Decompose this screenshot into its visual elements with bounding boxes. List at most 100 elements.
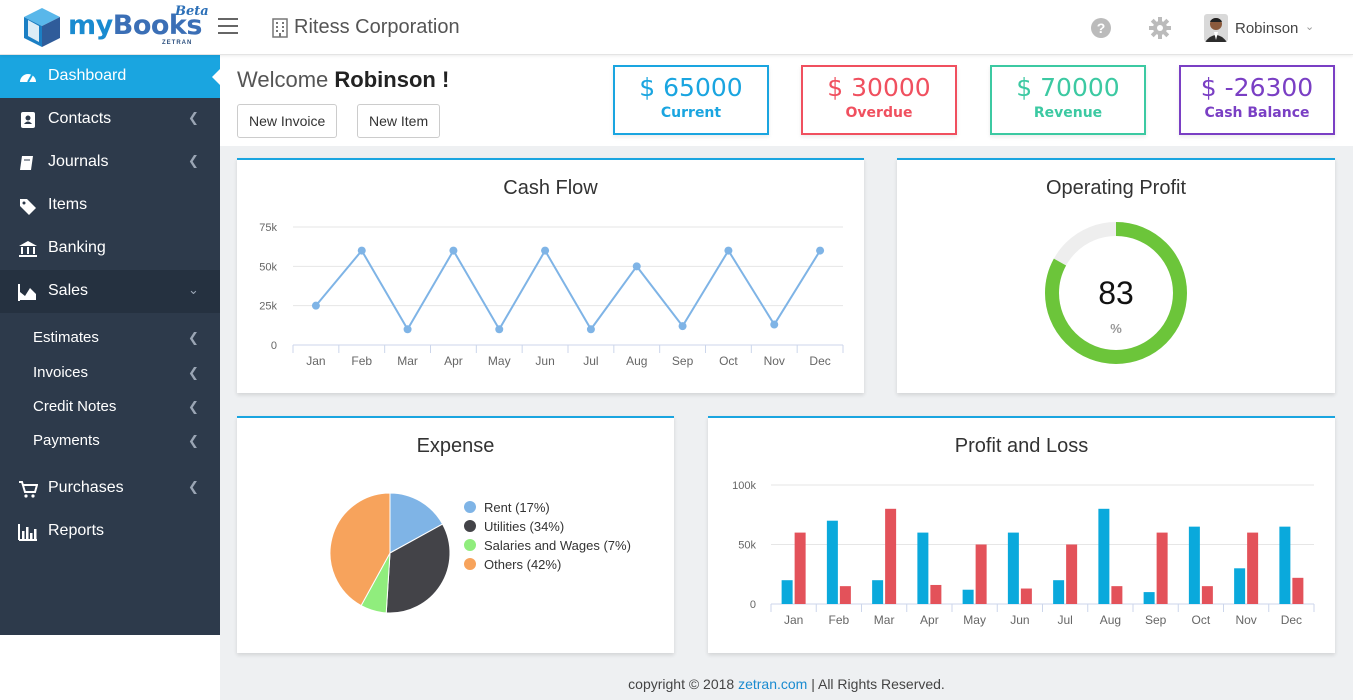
dashboard-icon bbox=[20, 74, 36, 83]
cash-flow-panel: Cash Flow 0 25k 50k 75k Jan Feb Mar Apr May Jun Ju… bbox=[237, 158, 864, 393]
bar bbox=[1292, 577, 1304, 604]
legend-marker bbox=[464, 520, 476, 532]
y-tick-label: 0 bbox=[271, 340, 277, 352]
cash-flow-chart: 0 25k 50k 75k Jan Feb Mar Apr May Jun Jul Aug Sep Oct… bbox=[259, 222, 844, 368]
chevron-left-icon: ❮ bbox=[188, 479, 199, 494]
x-tick-label: Sep bbox=[672, 354, 694, 368]
new-item-button[interactable]: New Item bbox=[357, 104, 441, 138]
chevron-left-icon: ❮ bbox=[188, 330, 199, 345]
stat-card-current[interactable]: $ 65000 Current bbox=[613, 65, 769, 135]
x-tick-label: Apr bbox=[920, 613, 939, 627]
cash-flow-point bbox=[770, 320, 779, 329]
legend-label: Rent (17%) bbox=[484, 500, 550, 515]
sidebar-item-contacts[interactable]: Contacts ❮ bbox=[0, 98, 220, 141]
mybooks-logo[interactable]: myBooks Beta ZETRAN bbox=[22, 4, 212, 50]
sidebar-item-label: Banking bbox=[48, 239, 106, 256]
sidebar-item-sales[interactable]: Sales ⌄ bbox=[0, 270, 220, 313]
chevron-down-icon[interactable]: ⌄ bbox=[1305, 21, 1315, 33]
cash-flow-point bbox=[311, 301, 320, 310]
top-bar: myBooks Beta ZETRAN Ritess Corporation ? bbox=[0, 0, 1353, 55]
sidebar-item-label: Reports bbox=[48, 522, 105, 539]
profit-loss-panel: Profit and Loss 0 50k 100k Jan Feb Mar Apr May J… bbox=[708, 416, 1335, 653]
cash-flow-point bbox=[357, 246, 366, 255]
gear-icon[interactable] bbox=[1149, 17, 1171, 39]
sidebar-subitem-payments[interactable]: Payments ❮ bbox=[0, 424, 220, 458]
sidebar-item-label: Contacts bbox=[48, 110, 112, 127]
pie-slice bbox=[385, 523, 451, 614]
chevron-left-icon: ❮ bbox=[188, 365, 199, 380]
sidebar-subitem-estimates[interactable]: Estimates ❮ bbox=[0, 321, 220, 355]
sidebar-item-purchases[interactable]: Purchases ❮ bbox=[0, 467, 220, 510]
contact-book-icon bbox=[21, 112, 35, 128]
sidebar-item-reports[interactable]: Reports bbox=[0, 510, 220, 553]
x-tick-label: Dec bbox=[809, 354, 830, 368]
cash-flow-point bbox=[449, 246, 458, 255]
sidebar-subitem-label: Invoices bbox=[33, 364, 89, 381]
bar bbox=[1111, 586, 1123, 604]
sidebar-item-items[interactable]: Items bbox=[0, 184, 220, 227]
company-label: Ritess Corporation bbox=[294, 16, 460, 38]
user-name[interactable]: Robinson bbox=[1235, 20, 1299, 37]
stat-card-overdue[interactable]: $ 30000 Overdue bbox=[801, 65, 957, 135]
y-tick-label: 0 bbox=[750, 599, 756, 611]
bar bbox=[1098, 508, 1110, 604]
bar bbox=[1053, 580, 1065, 604]
chevron-left-icon: ❮ bbox=[188, 110, 199, 125]
y-tick-label: 50k bbox=[738, 540, 756, 552]
welcome-message: Welcome Robinson ! bbox=[237, 67, 449, 93]
logo-wordmark: myBooks bbox=[68, 10, 202, 41]
x-tick-label: Nov bbox=[1235, 613, 1256, 627]
cash-flow-point bbox=[816, 246, 825, 255]
sidebar-item-journals[interactable]: Journals ❮ bbox=[0, 141, 220, 184]
sidebar-item-dashboard[interactable]: Dashboard bbox=[0, 55, 220, 98]
chevron-left-icon: ❮ bbox=[188, 399, 199, 414]
expense-pie-chart: Rent (17%) Utilities (34%) Salaries and Wa… bbox=[329, 492, 631, 614]
stat-amount: $ 70000 bbox=[1016, 73, 1120, 102]
gauge-unit: % bbox=[1110, 321, 1122, 336]
panel-title: Expense bbox=[416, 435, 495, 457]
welcome-name: Robinson ! bbox=[334, 67, 450, 92]
sidebar: Dashboard Contacts ❮ Journals ❮ Items Ba… bbox=[0, 55, 220, 635]
logo-sub: ZETRAN bbox=[162, 40, 193, 46]
y-tick-label: 25k bbox=[259, 301, 277, 313]
x-tick-label: Jul bbox=[1057, 613, 1072, 627]
sidebar-subitem-invoices[interactable]: Invoices ❮ bbox=[0, 356, 220, 390]
operating-profit-gauge: 83 % bbox=[1045, 222, 1187, 364]
book-icon bbox=[20, 156, 33, 170]
y-tick-label: 100k bbox=[732, 480, 756, 492]
bar bbox=[1156, 532, 1168, 604]
sidebar-item-banking[interactable]: Banking bbox=[0, 227, 220, 270]
x-tick-label: May bbox=[963, 613, 986, 627]
gauge-arc bbox=[1045, 222, 1187, 364]
x-tick-label: Oct bbox=[719, 354, 738, 368]
panel-title: Operating Profit bbox=[1045, 177, 1187, 199]
stat-card-cash-balance[interactable]: $ -26300 Cash Balance bbox=[1179, 65, 1335, 135]
avatar[interactable] bbox=[1204, 14, 1228, 42]
bar bbox=[1020, 588, 1032, 604]
cash-flow-point bbox=[495, 325, 504, 334]
main-content: Welcome Robinson ! New Invoice New Item … bbox=[220, 55, 1353, 700]
footer-link[interactable]: zetran.com bbox=[738, 676, 808, 692]
cash-flow-point bbox=[586, 325, 595, 334]
bar bbox=[826, 520, 838, 604]
menu-toggle-icon[interactable] bbox=[218, 18, 238, 34]
sidebar-subitem-credit-notes[interactable]: Credit Notes ❮ bbox=[0, 390, 220, 424]
company-name[interactable]: Ritess Corporation bbox=[272, 16, 460, 39]
help-icon[interactable]: ? bbox=[1091, 18, 1111, 38]
cash-flow-line bbox=[315, 248, 821, 332]
legend-marker bbox=[464, 558, 476, 570]
x-tick-label: Aug bbox=[626, 354, 647, 368]
bar bbox=[794, 532, 806, 604]
x-tick-label: Jan bbox=[784, 613, 803, 627]
chevron-down-icon: ⌄ bbox=[188, 282, 199, 297]
bar bbox=[1279, 526, 1291, 604]
x-tick-label: Mar bbox=[397, 354, 418, 368]
bar bbox=[917, 532, 929, 604]
new-invoice-button[interactable]: New Invoice bbox=[237, 104, 338, 138]
x-tick-label: May bbox=[488, 354, 511, 368]
bar bbox=[1007, 532, 1019, 604]
x-tick-label: Jun bbox=[535, 354, 554, 368]
x-tick-label: Jun bbox=[1010, 613, 1029, 627]
stat-card-revenue[interactable]: $ 70000 Revenue bbox=[990, 65, 1146, 135]
bar bbox=[1143, 592, 1155, 604]
